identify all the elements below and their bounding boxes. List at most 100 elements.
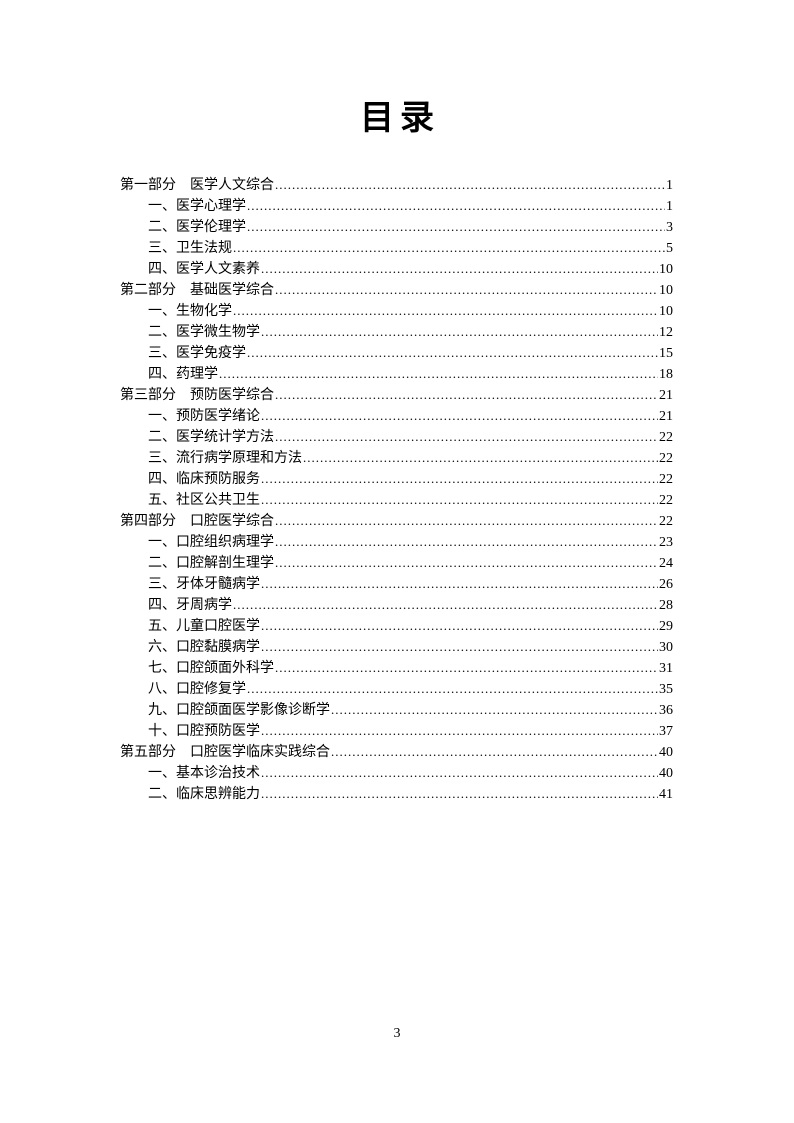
toc-entry-page-number: 37 bbox=[659, 724, 673, 740]
toc-entry-page-number: 22 bbox=[659, 514, 673, 530]
toc-entry[interactable]: 八、口腔修复学 ................................… bbox=[120, 678, 673, 699]
toc-dot-leader: ........................................… bbox=[261, 492, 658, 508]
toc-entry[interactable]: 三、卫生法规 .................................… bbox=[120, 237, 673, 258]
toc-entry-page-number: 28 bbox=[659, 598, 673, 614]
toc-entry-label: 四、牙周病学 bbox=[148, 598, 232, 614]
toc-entry-label: 第五部分 口腔医学临床实践综合 bbox=[120, 745, 330, 761]
toc-entry-label: 一、基本诊治技术 bbox=[148, 766, 260, 782]
toc-entry-page-number: 29 bbox=[659, 619, 673, 635]
toc-entry-label: 三、卫生法规 bbox=[148, 241, 232, 257]
toc-entry-page-number: 23 bbox=[659, 535, 673, 551]
toc-entry-page-number: 36 bbox=[659, 703, 673, 719]
toc-entry[interactable]: 四、药理学 ..................................… bbox=[120, 363, 673, 384]
toc-entry[interactable]: 七、口腔颌面外科学 ..............................… bbox=[120, 657, 673, 678]
toc-dot-leader: ........................................… bbox=[247, 345, 658, 361]
toc-entry-label: 七、口腔颌面外科学 bbox=[148, 661, 274, 677]
toc-entry-label: 四、药理学 bbox=[148, 367, 218, 383]
toc-dot-leader: ........................................… bbox=[275, 513, 658, 529]
toc-entry[interactable]: 第二部分 基础医学综合 ............................… bbox=[120, 279, 673, 300]
toc-entry-label: 一、口腔组织病理学 bbox=[148, 535, 274, 551]
toc-entry[interactable]: 第一部分 医学人文综合 ............................… bbox=[120, 174, 673, 195]
toc-entry-label: 六、口腔黏膜病学 bbox=[148, 640, 260, 656]
toc-entry-page-number: 22 bbox=[659, 430, 673, 446]
toc-entry[interactable]: 三、流行病学原理和方法 ............................… bbox=[120, 447, 673, 468]
toc-entry[interactable]: 第四部分 口腔医学综合 ............................… bbox=[120, 510, 673, 531]
toc-entry-label: 八、口腔修复学 bbox=[148, 682, 246, 698]
toc-entry-page-number: 3 bbox=[666, 220, 673, 236]
toc-entry[interactable]: 九、口腔颌面医学影像诊断学 ..........................… bbox=[120, 699, 673, 720]
toc-dot-leader: ........................................… bbox=[261, 324, 658, 340]
toc-entry-label: 二、医学统计学方法 bbox=[148, 430, 274, 446]
toc-entry[interactable]: 四、临床预防服务 ...............................… bbox=[120, 468, 673, 489]
toc-entry[interactable]: 二、临床思辨能力 ...............................… bbox=[120, 783, 673, 804]
toc-entry[interactable]: 二、医学统计学方法 ..............................… bbox=[120, 426, 673, 447]
toc-entry-page-number: 18 bbox=[659, 367, 673, 383]
toc-entry-page-number: 21 bbox=[659, 388, 673, 404]
toc-entry-page-number: 10 bbox=[659, 262, 673, 278]
toc-entry-page-number: 35 bbox=[659, 682, 673, 698]
toc-entry-label: 二、医学微生物学 bbox=[148, 325, 260, 341]
toc-dot-leader: ........................................… bbox=[261, 471, 658, 487]
toc-entry[interactable]: 十、口腔预防医学 ...............................… bbox=[120, 720, 673, 741]
toc-dot-leader: ........................................… bbox=[275, 555, 658, 571]
toc-entry[interactable]: 第三部分 预防医学综合 ............................… bbox=[120, 384, 673, 405]
toc-entry[interactable]: 二、医学伦理学 ................................… bbox=[120, 216, 673, 237]
toc-entry[interactable]: 五、儿童口腔医学 ...............................… bbox=[120, 615, 673, 636]
toc-entry-page-number: 10 bbox=[659, 304, 673, 320]
toc-entry-label: 四、临床预防服务 bbox=[148, 472, 260, 488]
toc-entry-page-number: 1 bbox=[666, 199, 673, 215]
toc-entry[interactable]: 六、口腔黏膜病学 ...............................… bbox=[120, 636, 673, 657]
toc-entry-label: 第三部分 预防医学综合 bbox=[120, 388, 274, 404]
toc-dot-leader: ........................................… bbox=[219, 366, 658, 382]
toc-dot-leader: ........................................… bbox=[275, 387, 658, 403]
toc-entry-label: 五、儿童口腔医学 bbox=[148, 619, 260, 635]
toc-entry-label: 三、医学免疫学 bbox=[148, 346, 246, 362]
toc-entry-page-number: 21 bbox=[659, 409, 673, 425]
toc-entry-label: 一、医学心理学 bbox=[148, 199, 246, 215]
toc-entry[interactable]: 四、医学人文素养 ...............................… bbox=[120, 258, 673, 279]
page-title: 目录 bbox=[360, 100, 440, 137]
toc-entry-label: 第二部分 基础医学综合 bbox=[120, 283, 274, 299]
toc-dot-leader: ........................................… bbox=[261, 408, 658, 424]
toc-dot-leader: ........................................… bbox=[233, 240, 665, 256]
toc-entry-label: 一、预防医学绪论 bbox=[148, 409, 260, 425]
toc-entry[interactable]: 二、口腔解剖生理学 ..............................… bbox=[120, 552, 673, 573]
toc-dot-leader: ........................................… bbox=[261, 723, 658, 739]
toc-entry-label: 四、医学人文素养 bbox=[148, 262, 260, 278]
toc-dot-leader: ........................................… bbox=[275, 429, 658, 445]
toc-dot-leader: ........................................… bbox=[261, 639, 658, 655]
toc-list: 第一部分 医学人文综合 ............................… bbox=[120, 174, 673, 804]
toc-entry-page-number: 22 bbox=[659, 451, 673, 467]
toc-entry-label: 第一部分 医学人文综合 bbox=[120, 178, 274, 194]
toc-entry-page-number: 12 bbox=[659, 325, 673, 341]
toc-entry-page-number: 5 bbox=[666, 241, 673, 257]
toc-entry[interactable]: 一、生物化学 .................................… bbox=[120, 300, 673, 321]
toc-entry-page-number: 10 bbox=[659, 283, 673, 299]
toc-entry-label: 第四部分 口腔医学综合 bbox=[120, 514, 274, 530]
toc-entry-page-number: 41 bbox=[659, 787, 673, 803]
toc-dot-leader: ........................................… bbox=[261, 618, 658, 634]
toc-entry[interactable]: 三、医学免疫学 ................................… bbox=[120, 342, 673, 363]
toc-dot-leader: ........................................… bbox=[275, 660, 658, 676]
toc-entry[interactable]: 四、牙周病学 .................................… bbox=[120, 594, 673, 615]
toc-entry[interactable]: 五、社区公共卫生 ...............................… bbox=[120, 489, 673, 510]
toc-dot-leader: ........................................… bbox=[247, 681, 658, 697]
toc-entry[interactable]: 三、牙体牙髓病学 ...............................… bbox=[120, 573, 673, 594]
toc-entry-label: 三、牙体牙髓病学 bbox=[148, 577, 260, 593]
toc-entry-label: 一、生物化学 bbox=[148, 304, 232, 320]
toc-dot-leader: ........................................… bbox=[247, 198, 665, 214]
toc-dot-leader: ........................................… bbox=[261, 765, 658, 781]
toc-entry[interactable]: 二、医学微生物学 ...............................… bbox=[120, 321, 673, 342]
toc-entry[interactable]: 一、医学心理学 ................................… bbox=[120, 195, 673, 216]
toc-entry[interactable]: 一、口腔组织病理学 ..............................… bbox=[120, 531, 673, 552]
toc-entry[interactable]: 一、预防医学绪论 ...............................… bbox=[120, 405, 673, 426]
toc-entry[interactable]: 一、基本诊治技术 ...............................… bbox=[120, 762, 673, 783]
toc-dot-leader: ........................................… bbox=[261, 576, 658, 592]
toc-entry-page-number: 1 bbox=[666, 178, 673, 194]
toc-entry-page-number: 31 bbox=[659, 661, 673, 677]
toc-entry-page-number: 26 bbox=[659, 577, 673, 593]
toc-dot-leader: ........................................… bbox=[275, 177, 665, 193]
toc-dot-leader: ........................................… bbox=[233, 303, 658, 319]
toc-entry[interactable]: 第五部分 口腔医学临床实践综合 ........................… bbox=[120, 741, 673, 762]
